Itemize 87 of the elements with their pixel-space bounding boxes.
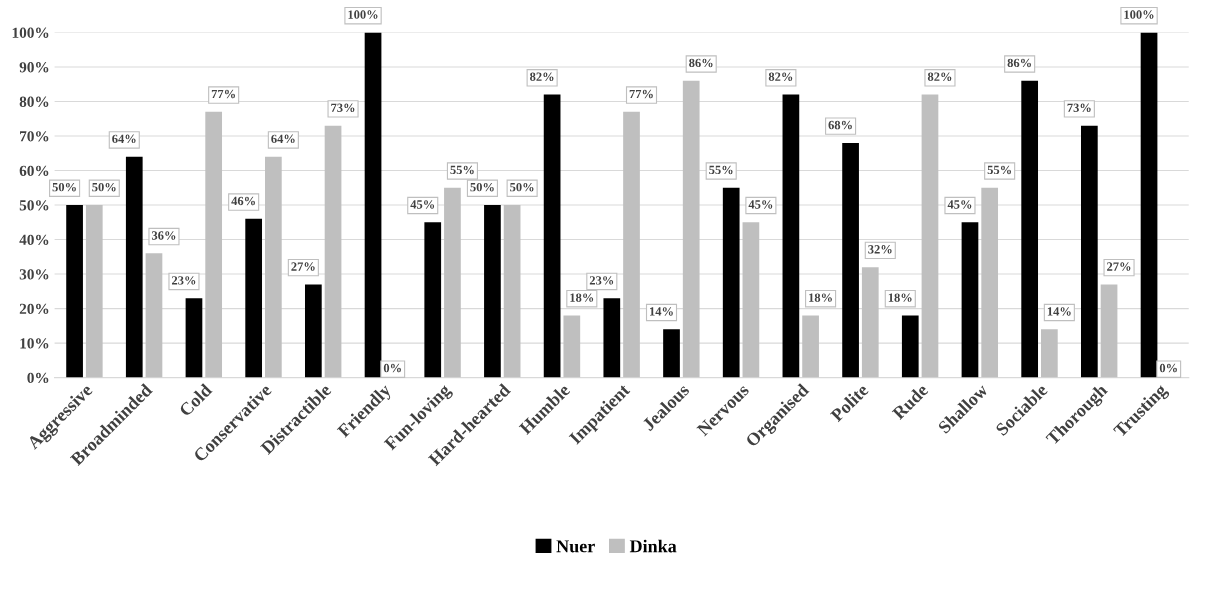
bar (861, 267, 879, 378)
data-label: 50% (52, 182, 76, 192)
data-label: 50% (510, 182, 534, 192)
data-label: 64% (112, 134, 136, 144)
bar (66, 205, 83, 378)
bar (324, 125, 342, 378)
data-label: 77% (211, 89, 235, 99)
data-label: 82% (768, 72, 793, 81)
data-label: 82% (927, 72, 952, 81)
data-label: 73% (1067, 103, 1091, 113)
data-label: 45% (947, 200, 972, 209)
bar (245, 218, 263, 378)
data-label: 86% (689, 58, 713, 68)
bar (1140, 32, 1158, 378)
data-label: 100% (348, 10, 378, 19)
data-label: 55% (709, 165, 733, 175)
data-label: 36% (151, 231, 176, 240)
data-label: 14% (650, 307, 673, 316)
bar (543, 94, 561, 378)
y-tick-label: 10% (20, 338, 49, 349)
data-label: 45% (410, 200, 435, 209)
data-label: 50% (470, 182, 494, 192)
bar (802, 315, 819, 378)
bar (1021, 80, 1039, 378)
bar (424, 222, 442, 378)
data-label: 82% (530, 72, 554, 81)
data-label: 18% (570, 293, 594, 302)
bar (1041, 329, 1058, 378)
bar (901, 315, 919, 378)
bar (682, 80, 700, 378)
bar (484, 205, 501, 378)
bar (981, 187, 999, 378)
bar (921, 94, 939, 378)
legend-label: Nuer (556, 540, 595, 553)
data-label: 86% (1007, 58, 1031, 68)
bar (125, 156, 143, 378)
data-label: 14% (1047, 307, 1071, 316)
bar (1081, 125, 1098, 378)
bar (1100, 284, 1118, 378)
data-label: 45% (748, 200, 773, 209)
data-label: 50% (92, 182, 116, 192)
data-label: 68% (828, 120, 852, 130)
y-tick-label: 90% (19, 62, 49, 73)
bar (185, 298, 203, 378)
bar (663, 329, 680, 378)
data-label: 27% (1107, 262, 1131, 271)
data-label: 73% (331, 103, 355, 113)
bar (444, 187, 461, 378)
data-label: 23% (589, 276, 614, 285)
bar (722, 187, 740, 378)
y-tick-label: 50% (19, 200, 49, 211)
bar (742, 222, 760, 378)
bar (364, 32, 382, 378)
data-label: 23% (171, 276, 196, 285)
y-tick-label: 40% (19, 234, 49, 246)
y-tick-label: 20% (19, 303, 49, 315)
data-label: 32% (868, 245, 892, 254)
legend-label: Dinka (629, 539, 677, 553)
data-label: 0% (1159, 363, 1177, 373)
bar (961, 222, 979, 378)
y-tick-label: 80% (19, 96, 49, 107)
y-tick-label: 0% (27, 372, 49, 384)
data-label: 77% (629, 89, 653, 99)
y-tick-label: 70% (20, 131, 49, 142)
bar (304, 284, 322, 378)
data-label: 100% (1124, 10, 1154, 19)
bar (563, 315, 581, 378)
bar (782, 94, 800, 378)
data-label: 46% (231, 196, 255, 206)
bar (265, 156, 282, 378)
data-label: 55% (450, 165, 474, 175)
data-label: 0% (383, 363, 401, 373)
data-label: 64% (271, 134, 295, 144)
data-label: 18% (888, 293, 912, 302)
y-tick-label: 30% (19, 269, 49, 280)
y-tick-label: 100% (12, 27, 49, 38)
bar (623, 111, 640, 378)
bar (205, 111, 223, 378)
data-label: 27% (291, 262, 315, 271)
data-label: 55% (987, 165, 1011, 175)
bar (503, 205, 521, 378)
bar (85, 205, 103, 378)
bar (842, 142, 859, 378)
data-label: 18% (809, 293, 832, 302)
y-tick-label: 60% (19, 165, 49, 177)
bar (603, 298, 621, 378)
bar (145, 253, 163, 378)
